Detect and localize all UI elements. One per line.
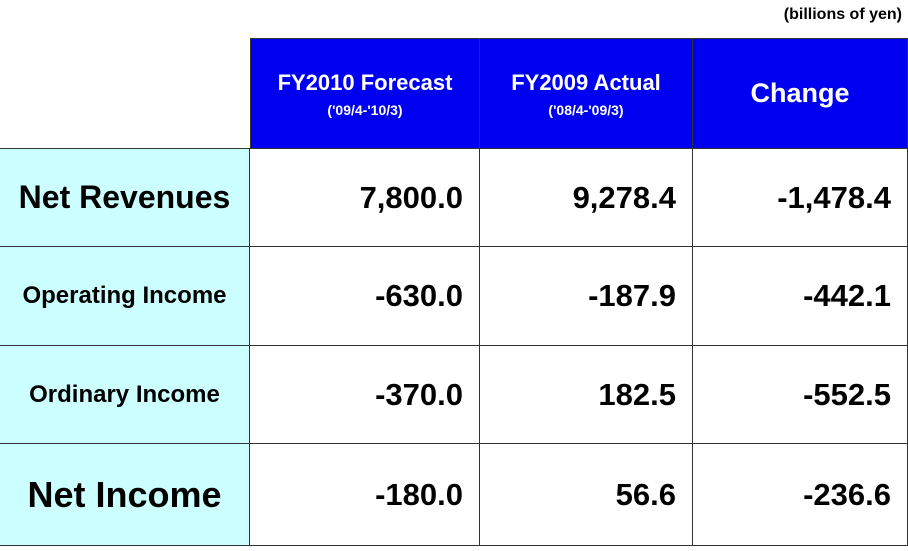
value-cell: -552.5	[693, 346, 908, 444]
value-cell: -236.6	[693, 444, 908, 546]
financial-table: FY2010 Forecast ('09/4-'10/3) FY2009 Act…	[0, 38, 908, 546]
value-cell: -630.0	[250, 247, 480, 346]
row-label-net-income: Net Income	[0, 444, 250, 546]
value-cell: -442.1	[693, 247, 908, 346]
value-cell: -187.9	[480, 247, 693, 346]
column-header-title: FY2009 Actual	[511, 69, 661, 95]
row-label-operating-income: Operating Income	[0, 247, 250, 346]
column-header-period: ('08/4-'09/3)	[548, 101, 624, 118]
row-label-net-revenues: Net Revenues	[0, 149, 250, 247]
column-header-actual: FY2009 Actual ('08/4-'09/3)	[480, 38, 693, 149]
column-header-change: Change	[693, 38, 908, 149]
value-cell: -180.0	[250, 444, 480, 546]
value-cell: -1,478.4	[693, 149, 908, 247]
column-header-title: Change	[750, 78, 850, 108]
column-header-period: ('09/4-'10/3)	[327, 101, 403, 118]
column-header-forecast: FY2010 Forecast ('09/4-'10/3)	[250, 38, 480, 149]
unit-note: (billions of yen)	[783, 6, 902, 23]
value-cell: 7,800.0	[250, 149, 480, 247]
value-cell: -370.0	[250, 346, 480, 444]
row-label-ordinary-income: Ordinary Income	[0, 346, 250, 444]
table-corner	[0, 38, 250, 149]
column-header-title: FY2010 Forecast	[277, 69, 453, 95]
value-cell: 182.5	[480, 346, 693, 444]
value-cell: 9,278.4	[480, 149, 693, 247]
value-cell: 56.6	[480, 444, 693, 546]
